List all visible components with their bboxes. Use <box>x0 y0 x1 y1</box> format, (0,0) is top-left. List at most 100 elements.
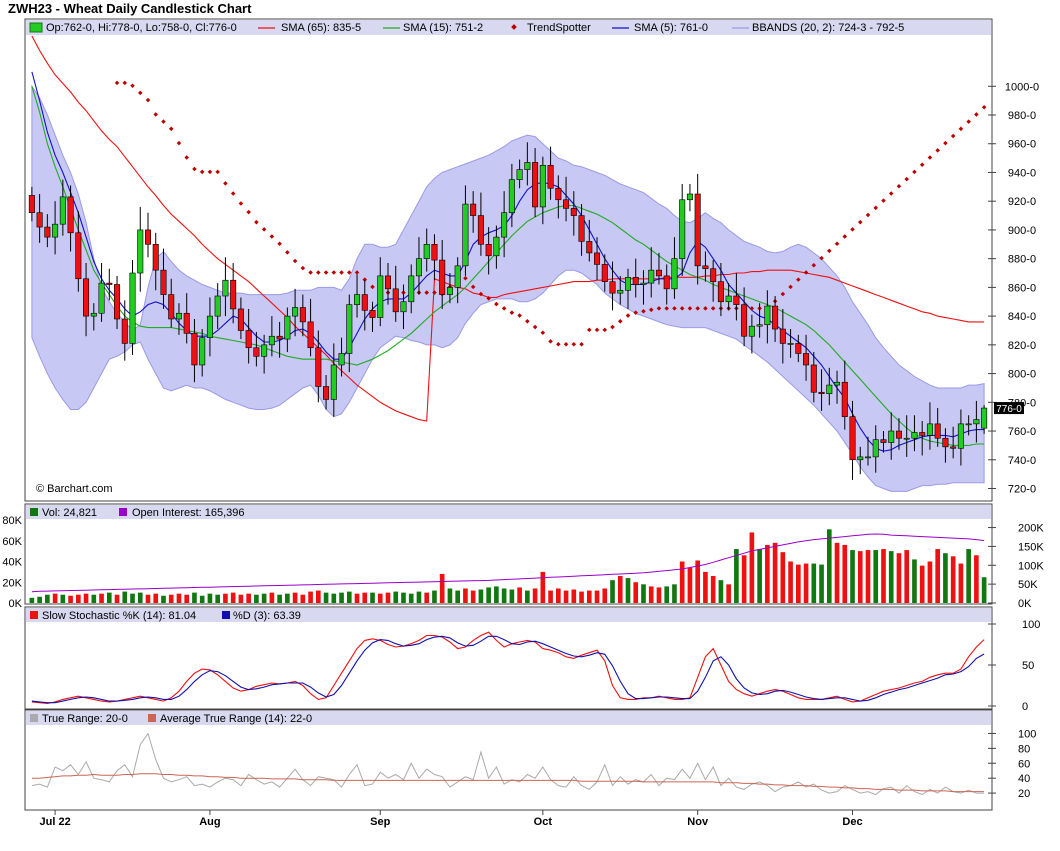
trendspotter-dot <box>610 324 615 330</box>
candle-body <box>532 162 539 208</box>
candle-body <box>346 304 353 354</box>
trendspotter-dot <box>594 327 600 333</box>
candle <box>400 284 407 330</box>
volume-bar <box>494 586 499 603</box>
candle <box>942 428 949 463</box>
d-legend-swatch <box>222 611 230 619</box>
trendspotter-dot <box>168 126 174 132</box>
candle <box>106 268 113 301</box>
candle <box>144 212 152 258</box>
candle-body <box>431 243 438 261</box>
candle-body <box>168 294 175 320</box>
price-tick-label: 760-0 <box>1008 426 1036 438</box>
moving-averages <box>31 35 985 452</box>
candle <box>292 288 299 337</box>
trendspotter-dot <box>904 176 909 182</box>
trendspotter-dot <box>556 342 561 347</box>
candle <box>803 334 810 381</box>
k-legend: Slow Stochastic %K (14): 81.04 <box>42 610 196 622</box>
candle-body <box>493 236 500 257</box>
candle-body <box>648 269 655 284</box>
candle <box>895 418 902 450</box>
volume-bar <box>548 590 553 603</box>
price-tick-label: 960-0 <box>1008 139 1036 151</box>
candle-body <box>880 439 887 443</box>
candle <box>655 252 662 285</box>
volume-bar <box>664 586 670 603</box>
candle-body <box>772 305 779 330</box>
candle <box>44 214 51 248</box>
trendspotter-dot <box>881 198 886 203</box>
candle <box>748 314 755 354</box>
stochastic-tick-label: 0 <box>1022 701 1028 713</box>
candle-body <box>895 430 902 439</box>
ohlc-legend-swatch <box>29 22 43 33</box>
candle <box>911 415 918 452</box>
candle <box>245 308 252 364</box>
candle-body <box>52 223 59 238</box>
candle <box>810 352 817 403</box>
volume-bar <box>230 592 236 603</box>
volume-bar <box>710 576 716 603</box>
candle <box>392 265 399 322</box>
candle <box>601 254 608 292</box>
tr-tick-label: 40 <box>1018 773 1030 785</box>
volume-bar <box>447 588 453 603</box>
candle-body <box>981 407 988 429</box>
candle-body <box>222 279 229 297</box>
volume-bar <box>556 588 561 603</box>
volume-bar <box>749 532 755 603</box>
candle <box>950 426 957 459</box>
candle-body <box>470 203 477 216</box>
trendspotter-dot <box>362 277 368 282</box>
candle-body <box>400 301 407 313</box>
candle <box>617 275 624 305</box>
volume-bar <box>308 591 313 603</box>
price-tick-label: 880-0 <box>1008 254 1036 266</box>
candle <box>973 400 980 443</box>
stochastic-axis: 0 50 100 <box>988 619 1040 713</box>
candle <box>880 431 887 453</box>
candle-body <box>454 265 461 288</box>
volume-bar <box>842 544 848 603</box>
trendspotter-dot <box>912 169 917 175</box>
date-tick-label: Sep <box>370 816 390 828</box>
volume-bar <box>223 593 228 603</box>
trendspotter-dot <box>865 212 871 218</box>
candle-body <box>98 282 105 314</box>
candle <box>857 446 864 475</box>
candle <box>779 308 786 364</box>
candle <box>470 191 477 233</box>
volume-bar <box>571 589 577 603</box>
candle <box>354 274 361 318</box>
volume-bar <box>192 592 197 603</box>
trendspotter-dot <box>749 306 755 311</box>
k-legend-swatch <box>30 611 38 619</box>
candle-body <box>818 391 825 394</box>
candle <box>903 415 910 457</box>
candle <box>137 206 144 292</box>
chart-title: ZWH23 - Wheat Daily Candlestick Chart <box>8 1 252 16</box>
candle-body <box>121 318 128 344</box>
candle-body <box>183 312 190 334</box>
volume-bar <box>238 594 244 603</box>
candle-body <box>826 384 833 394</box>
volume-bar <box>679 561 685 603</box>
trendspotter-dot <box>370 284 375 290</box>
volume-bar <box>834 542 840 603</box>
candle-body <box>617 289 624 294</box>
trendspotter-dot <box>687 306 693 311</box>
volume-bar <box>184 594 190 603</box>
volume-bar <box>726 584 731 603</box>
candle <box>152 232 159 291</box>
average-true-range-line <box>31 773 985 793</box>
candle <box>717 262 724 317</box>
candle-body <box>338 353 345 366</box>
trendspotter-dot <box>896 184 902 189</box>
candle-body <box>578 215 585 242</box>
date-tick-label: Oct <box>534 816 553 828</box>
candle-body <box>965 423 972 426</box>
barchart-credit: © Barchart.com <box>36 483 113 495</box>
candle <box>431 234 438 281</box>
trendspotter-dot <box>710 306 716 311</box>
